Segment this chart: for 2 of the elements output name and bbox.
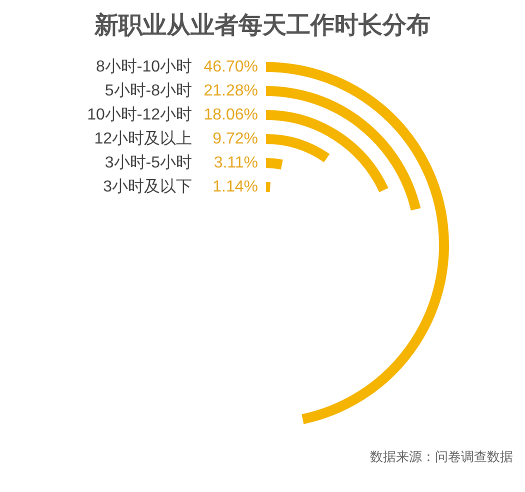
annotation: 数据来源：问卷调查数据: [370, 449, 513, 464]
title: 新职业从业者每天工作时长分布: [94, 12, 430, 39]
